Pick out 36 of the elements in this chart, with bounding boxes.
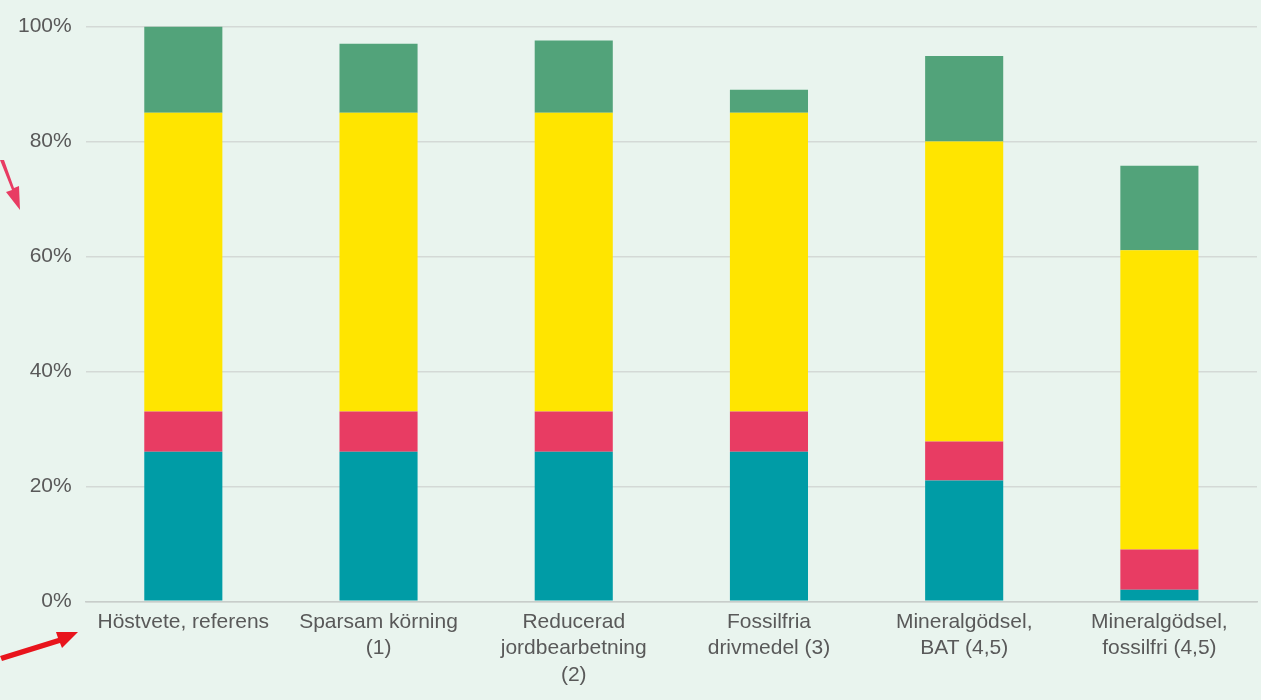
bar bbox=[925, 441, 1004, 481]
bar bbox=[534, 40, 613, 113]
bar bbox=[534, 411, 613, 452]
bar bbox=[144, 112, 223, 412]
x-tick-label: Sparsam körning (1) bbox=[299, 609, 458, 659]
x-tick-label: Reducerad jordbearbetning (2) bbox=[499, 609, 647, 685]
bar bbox=[729, 112, 809, 412]
bar bbox=[1120, 250, 1199, 550]
y-tick-label: 60% bbox=[29, 243, 72, 267]
bar bbox=[534, 451, 613, 601]
bar bbox=[144, 26, 223, 113]
bar bbox=[925, 55, 1004, 142]
bar bbox=[729, 89, 809, 113]
x-tick-label: Mineralgödsel, BAT (4,5) bbox=[895, 609, 1033, 659]
bar bbox=[1120, 589, 1199, 601]
x-tick-label: Fossilfria drivmedel (3) bbox=[707, 609, 831, 659]
bar bbox=[144, 451, 223, 601]
bar bbox=[925, 480, 1004, 601]
x-tick-label: Höstvete, referens bbox=[97, 609, 270, 633]
bar bbox=[339, 451, 418, 601]
bar bbox=[339, 112, 418, 412]
bar bbox=[925, 141, 1004, 442]
y-tick-label: 80% bbox=[29, 128, 72, 152]
y-tick-label: 20% bbox=[29, 473, 72, 497]
y-tick-label: 40% bbox=[29, 358, 72, 382]
y-tick-label: 100% bbox=[17, 13, 72, 37]
bar bbox=[144, 411, 223, 452]
x-tick-label: Mineralgödsel, fossilfri (4,5) bbox=[1091, 609, 1228, 659]
bar bbox=[729, 451, 809, 601]
bar bbox=[1120, 165, 1199, 251]
y-tick-label: 0% bbox=[41, 588, 72, 612]
bar bbox=[534, 112, 613, 412]
bar bbox=[339, 43, 418, 113]
bar bbox=[1120, 549, 1199, 590]
bar bbox=[339, 411, 418, 452]
bar bbox=[729, 411, 809, 452]
